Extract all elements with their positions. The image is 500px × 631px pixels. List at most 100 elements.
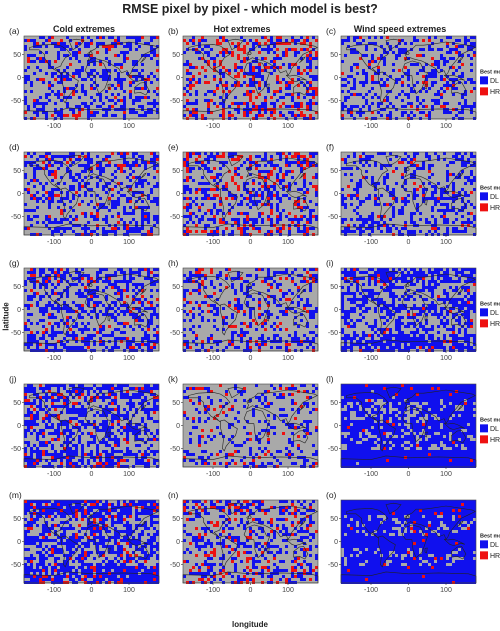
dl-cell: [315, 173, 318, 176]
hres-cell: [150, 271, 153, 274]
dl-cell: [309, 289, 312, 292]
dl-cell: [204, 194, 207, 197]
hres-cell: [341, 114, 344, 117]
dl-cell: [416, 72, 419, 75]
dl-cell: [261, 313, 264, 316]
dl-cell: [147, 268, 150, 271]
dl-cell: [395, 108, 398, 111]
dl-cell: [60, 218, 63, 221]
dl-cell: [356, 304, 359, 307]
dl-cell: [33, 286, 36, 289]
dl-cell: [407, 84, 410, 87]
hres-cell: [243, 45, 246, 48]
dl-cell: [386, 164, 389, 167]
dl-cell: [216, 188, 219, 191]
dl-cell: [240, 66, 243, 69]
dl-cell: [344, 274, 347, 277]
dl-cell: [117, 75, 120, 78]
hres-cell: [213, 176, 216, 179]
dl-cell: [383, 301, 386, 304]
dl-cell: [246, 301, 249, 304]
dl-cell: [234, 96, 237, 99]
dl-cell: [237, 274, 240, 277]
hres-cell: [99, 36, 102, 39]
dl-cell: [341, 298, 344, 301]
dl-cell: [48, 268, 51, 271]
dl-cell: [249, 69, 252, 72]
dl-cell: [464, 81, 467, 84]
dl-cell: [347, 274, 350, 277]
y-tick-label: 0: [176, 75, 180, 82]
dl-cell: [413, 191, 416, 194]
hres-cell: [216, 42, 219, 45]
dl-cell: [371, 334, 374, 337]
dl-cell: [24, 99, 27, 102]
dl-cell: [294, 283, 297, 286]
dl-cell: [458, 331, 461, 334]
hres-cell: [276, 48, 279, 51]
column-title-cold: Cold extremes: [52, 24, 116, 34]
hres-cell: [225, 274, 228, 277]
dl-cell: [75, 215, 78, 218]
dl-cell: [365, 161, 368, 164]
dl-cell: [153, 167, 156, 170]
dl-cell: [303, 179, 306, 182]
dl-cell: [243, 72, 246, 75]
dl-cell: [350, 271, 353, 274]
dl-cell: [458, 111, 461, 114]
hres-cell: [267, 283, 270, 286]
dl-cell: [309, 212, 312, 215]
hres-cell: [228, 72, 231, 75]
hres-cell: [186, 176, 189, 179]
dl-cell: [231, 218, 234, 221]
hres-cell: [150, 152, 153, 155]
dl-cell: [45, 39, 48, 42]
dl-cell: [467, 161, 470, 164]
dl-cell: [464, 191, 467, 194]
dl-cell: [75, 325, 78, 328]
dl-cell: [36, 200, 39, 203]
dl-cell: [189, 155, 192, 158]
dl-cell: [195, 90, 198, 93]
dl-cell: [359, 93, 362, 96]
dl-cell: [123, 304, 126, 307]
dl-cell: [401, 271, 404, 274]
dl-cell: [443, 307, 446, 310]
hres-cell: [147, 233, 150, 236]
dl-cell: [276, 209, 279, 212]
dl-cell: [237, 203, 240, 206]
dl-cell: [135, 313, 138, 316]
dl-cell: [377, 343, 380, 346]
dl-cell: [258, 227, 261, 230]
dl-cell: [467, 346, 470, 349]
dl-cell: [440, 310, 443, 313]
dl-cell: [347, 313, 350, 316]
dl-cell: [434, 99, 437, 102]
dl-cell: [368, 108, 371, 111]
dl-cell: [81, 84, 84, 87]
dl-cell: [138, 316, 141, 319]
hres-cell: [359, 349, 362, 352]
dl-cell: [276, 206, 279, 209]
dl-cell: [249, 63, 252, 66]
dl-cell: [54, 307, 57, 310]
hres-cell: [201, 117, 204, 120]
dl-cell: [264, 84, 267, 87]
dl-cell: [42, 188, 45, 191]
dl-cell: [153, 158, 156, 161]
dl-cell: [356, 340, 359, 343]
dl-cell: [446, 60, 449, 63]
dl-cell: [102, 387, 105, 390]
dl-cell: [84, 227, 87, 230]
dl-cell: [416, 194, 419, 197]
dl-cell: [464, 328, 467, 331]
dl-cell: [294, 218, 297, 221]
dl-cell: [434, 81, 437, 84]
dl-cell: [69, 334, 72, 337]
dl-cell: [407, 325, 410, 328]
hres-cell: [422, 39, 425, 42]
dl-cell: [144, 233, 147, 236]
dl-cell: [365, 334, 368, 337]
dl-cell: [120, 310, 123, 313]
dl-cell: [96, 274, 99, 277]
